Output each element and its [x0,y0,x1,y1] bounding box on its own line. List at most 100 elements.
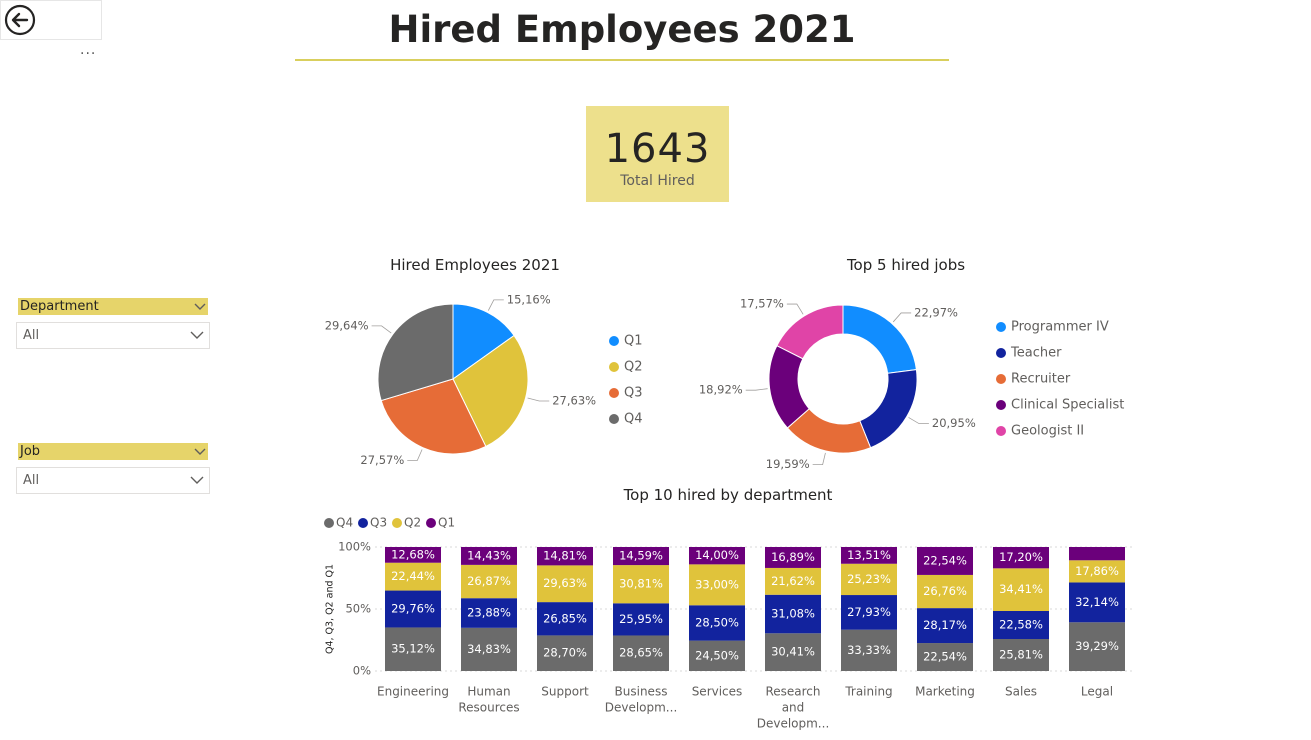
chevron-down-icon[interactable] [194,298,206,315]
legend-item[interactable]: Programmer IV [1011,320,1109,335]
bar-segment[interactable] [841,547,897,564]
bar-segment[interactable] [613,603,669,636]
bar-segment[interactable] [993,547,1049,569]
bar-segment[interactable] [993,638,1049,671]
bar-segment[interactable] [689,605,745,641]
legend-item[interactable]: Teacher [1010,346,1062,361]
legend-item[interactable]: Geologist II [1011,424,1084,439]
bar-segment[interactable] [613,547,669,566]
bar-segment[interactable] [461,627,517,671]
data-label: 25,81% [999,647,1043,661]
bar-segment[interactable] [1069,560,1125,583]
legend-marker [996,400,1006,410]
leader-line [371,325,392,334]
legend-item[interactable]: Clinical Specialist [1011,398,1124,413]
more-options-icon[interactable]: ... [80,42,97,58]
title-underline [295,59,949,61]
legend-item[interactable]: Q4 [336,516,353,530]
pie-slice[interactable] [859,369,918,449]
bar-segment[interactable] [1069,622,1125,671]
job-dropdown[interactable]: All [16,467,210,494]
legend-item[interactable]: Q3 [624,386,643,401]
bar-segment[interactable] [1069,582,1125,623]
data-label: 27,63% [552,393,596,407]
department-slicer-title: Department [20,299,99,314]
bar-segment[interactable] [385,562,441,591]
bar-segment[interactable] [917,643,973,671]
pie-slice[interactable] [377,303,454,402]
bar-segment[interactable] [461,564,517,599]
bar-segment[interactable] [689,547,745,565]
pie-slice[interactable] [776,304,844,360]
bar-segment[interactable] [537,635,593,671]
y-tick-label: 100% [338,540,371,554]
bar-segment[interactable] [537,602,593,636]
x-tick-label: Marketing [915,685,975,699]
pie-slice[interactable] [452,334,529,448]
back-arrow-icon[interactable] [4,4,36,36]
kpi-label: Total Hired [620,173,695,189]
bar-segment[interactable] [537,547,593,566]
legend-marker [996,374,1006,384]
legend-marker [392,518,402,528]
bar-segment[interactable] [993,610,1049,639]
bar-segment[interactable] [613,635,669,671]
bar-segment[interactable] [917,574,973,609]
bar-segment[interactable] [841,563,897,596]
bar-segment[interactable] [689,564,745,606]
department-dropdown-value: All [23,328,40,343]
bar-segment[interactable] [765,567,821,595]
bar-segment[interactable] [613,565,669,604]
department-dropdown[interactable]: All [16,322,210,349]
bar-segment[interactable] [917,546,973,575]
y-tick-label: 50% [345,602,371,616]
data-label: 31,08% [771,607,815,621]
legend-item[interactable]: Q1 [438,516,455,530]
legend-item[interactable]: Q2 [404,516,421,530]
data-label: 25,95% [619,612,663,626]
department-slicer-header[interactable]: Department [18,298,208,315]
bar-segment[interactable] [917,608,973,644]
legend-marker [358,518,368,528]
job-slicer-header[interactable]: Job [18,443,208,460]
bar-segment[interactable] [385,590,441,628]
data-label: 14,59% [619,549,663,563]
pie-slice[interactable] [842,304,917,374]
kpi-card: 1643 Total Hired [586,106,729,202]
bar-segment[interactable] [765,547,821,568]
bar-segment[interactable] [993,568,1049,611]
data-label: 25,23% [847,572,891,586]
data-label: 30,81% [619,577,663,591]
data-label: 22,44% [391,569,435,583]
bar-segment[interactable] [461,598,517,628]
legend-marker [609,388,619,398]
data-label: 15,16% [507,292,551,306]
bar-segment[interactable] [765,633,821,671]
chevron-down-icon [190,331,204,339]
data-label: 24,50% [695,648,739,662]
bar-segment[interactable] [689,640,745,671]
legend-item[interactable]: Q4 [624,412,643,427]
legend-item[interactable]: Q2 [624,360,643,375]
legend-item[interactable]: Q3 [370,516,387,530]
data-label: 14,81% [543,549,587,563]
bar-segment[interactable] [461,546,517,565]
donut-chart-title: Top 5 hired jobs [846,256,966,274]
job-dropdown-value: All [23,473,40,488]
x-tick-label: Training [844,685,892,699]
legend-marker [609,362,619,372]
bar-segment[interactable] [537,565,593,603]
bar-segment[interactable] [385,547,441,563]
pie-slice[interactable] [452,303,515,380]
legend-item[interactable]: Recruiter [1011,372,1071,387]
chevron-down-icon[interactable] [194,443,206,460]
bar-segment[interactable] [765,594,821,634]
pie-slice[interactable] [380,378,487,455]
bar-segment[interactable] [1069,547,1125,561]
bar-segment[interactable] [841,595,897,630]
legend-item[interactable]: Q1 [624,334,643,349]
job-slicer-title: Job [20,444,41,459]
bar-segment[interactable] [841,629,897,671]
data-label: 17,20% [999,550,1043,564]
bar-segment[interactable] [385,627,441,671]
